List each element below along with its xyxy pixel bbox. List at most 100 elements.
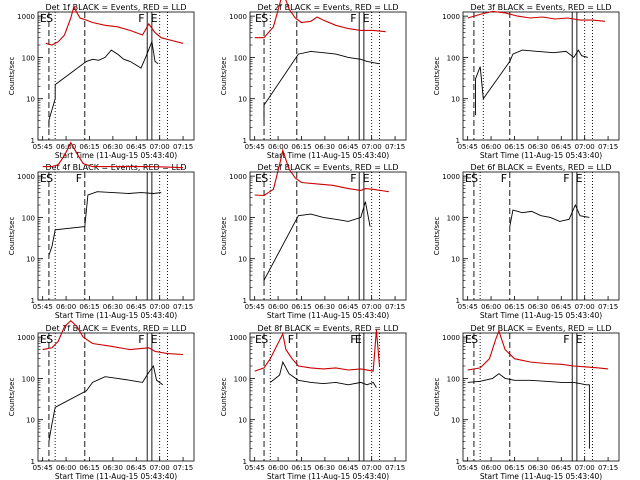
y-tick-label: 1000 <box>17 173 35 181</box>
x-tick-label: 06:00 <box>268 464 288 472</box>
y-tick-label: 100 <box>234 375 247 383</box>
series-lld-line <box>254 329 381 372</box>
interval-label: E <box>40 172 47 185</box>
series-lld-line <box>467 10 606 22</box>
interval-label: E <box>576 172 583 185</box>
interval-label: E <box>576 333 583 346</box>
series-events-line <box>48 40 159 128</box>
interval-label: F <box>350 12 356 25</box>
y-tick-label: 1000 <box>442 173 460 181</box>
plot-frame <box>249 332 407 462</box>
x-tick-label: 06:00 <box>268 143 288 151</box>
y-axis-label: Counts/sec <box>433 378 441 417</box>
x-tick-label: 05:45 <box>245 303 265 311</box>
x-tick-label: 06:45 <box>126 303 146 311</box>
interval-label: S <box>46 12 53 25</box>
x-tick-label: 06:00 <box>56 464 76 472</box>
x-tick-label: 07:15 <box>385 303 405 311</box>
interval-label: F <box>138 333 144 346</box>
interval-label: F <box>138 12 144 25</box>
y-tick-label: 100 <box>22 375 35 383</box>
y-tick-label: 100 <box>234 54 247 62</box>
y-axis-label: Counts/sec <box>8 378 16 417</box>
interval-label: S <box>471 172 478 185</box>
panel-title: Det 5f BLACK = Events, RED = LLD <box>257 163 398 172</box>
y-tick-label: 1 <box>243 137 247 145</box>
series-lld-line <box>42 319 184 356</box>
series-events-line <box>509 203 590 227</box>
x-tick-label: 07:15 <box>173 464 193 472</box>
x-tick-label: 06:15 <box>504 303 524 311</box>
x-tick-label: 06:30 <box>103 303 123 311</box>
y-axis-label: Counts/sec <box>433 57 441 96</box>
y-tick-label: 1 <box>243 458 247 466</box>
panel-title: Det 9f BLACK = Events, RED = LLD <box>470 324 611 333</box>
series-events-line <box>48 364 164 442</box>
x-tick-label: 06:00 <box>481 303 501 311</box>
x-tick-label: 06:45 <box>551 303 571 311</box>
y-tick-label: 1 <box>31 458 35 466</box>
x-tick-label: 05:45 <box>245 464 265 472</box>
interval-label: F <box>563 333 569 346</box>
series-lld-line <box>45 5 184 46</box>
x-tick-label: 07:00 <box>150 303 170 311</box>
series-events-line <box>263 50 380 121</box>
x-tick-label: 06:45 <box>338 303 358 311</box>
x-tick-label: 06:15 <box>79 303 99 311</box>
y-axis-label: Counts/sec <box>433 217 441 256</box>
x-tick-label: 06:30 <box>315 464 335 472</box>
panel-title: Det 2f BLACK = Events, RED = LLD <box>257 3 398 12</box>
interval-label: E <box>40 12 47 25</box>
series-events-line <box>263 201 371 281</box>
x-axis-label: Start Time (11-Aug-15 05:43:40) <box>55 472 177 480</box>
x-tick-label: 06:00 <box>56 143 76 151</box>
y-tick-label: 10 <box>451 417 460 425</box>
y-tick-label: 1 <box>456 137 460 145</box>
x-tick-label: 06:00 <box>268 303 288 311</box>
y-tick-label: 100 <box>447 375 460 383</box>
y-tick-label: 1000 <box>17 334 35 342</box>
interval-label: E <box>40 333 47 346</box>
x-tick-label: 06:45 <box>551 143 571 151</box>
y-tick-label: 1000 <box>442 334 460 342</box>
y-tick-label: 10 <box>238 417 247 425</box>
x-axis-label: Start Time (11-Aug-15 05:43:40) <box>55 311 177 320</box>
x-tick-label: 07:15 <box>598 143 618 151</box>
y-tick-label: 10 <box>26 96 35 104</box>
interval-label: E <box>255 333 262 346</box>
interval-label: S <box>261 333 268 346</box>
y-tick-label: 10 <box>451 256 460 264</box>
interval-label: F <box>501 172 507 185</box>
interval-label: F <box>76 172 82 185</box>
x-tick-label: 07:15 <box>173 303 193 311</box>
x-tick-label: 06:30 <box>528 143 548 151</box>
y-tick-label: 100 <box>234 214 247 222</box>
x-tick-label: 07:15 <box>385 143 405 151</box>
series-events-line <box>270 360 377 388</box>
x-tick-label: 06:15 <box>79 464 99 472</box>
plot-frame <box>462 332 620 462</box>
y-tick-label: 1000 <box>229 173 247 181</box>
y-axis-label: Counts/sec <box>8 57 16 96</box>
x-tick-label: 06:15 <box>291 303 311 311</box>
y-tick-label: 100 <box>22 54 35 62</box>
x-tick-label: 06:30 <box>528 303 548 311</box>
x-tick-label: 06:15 <box>291 464 311 472</box>
series-lld-line <box>42 141 184 169</box>
interval-label: E <box>355 333 362 346</box>
y-tick-label: 100 <box>22 214 35 222</box>
interval-label: E <box>255 12 262 25</box>
panel-title: Det 7f BLACK = Events, RED = LLD <box>45 324 186 333</box>
interval-label: E <box>151 12 158 25</box>
x-tick-label: 06:15 <box>504 464 524 472</box>
interval-label: E <box>255 172 262 185</box>
x-axis-label: Start Time (11-Aug-15 05:43:40) <box>480 472 602 480</box>
interval-label: E <box>151 333 158 346</box>
